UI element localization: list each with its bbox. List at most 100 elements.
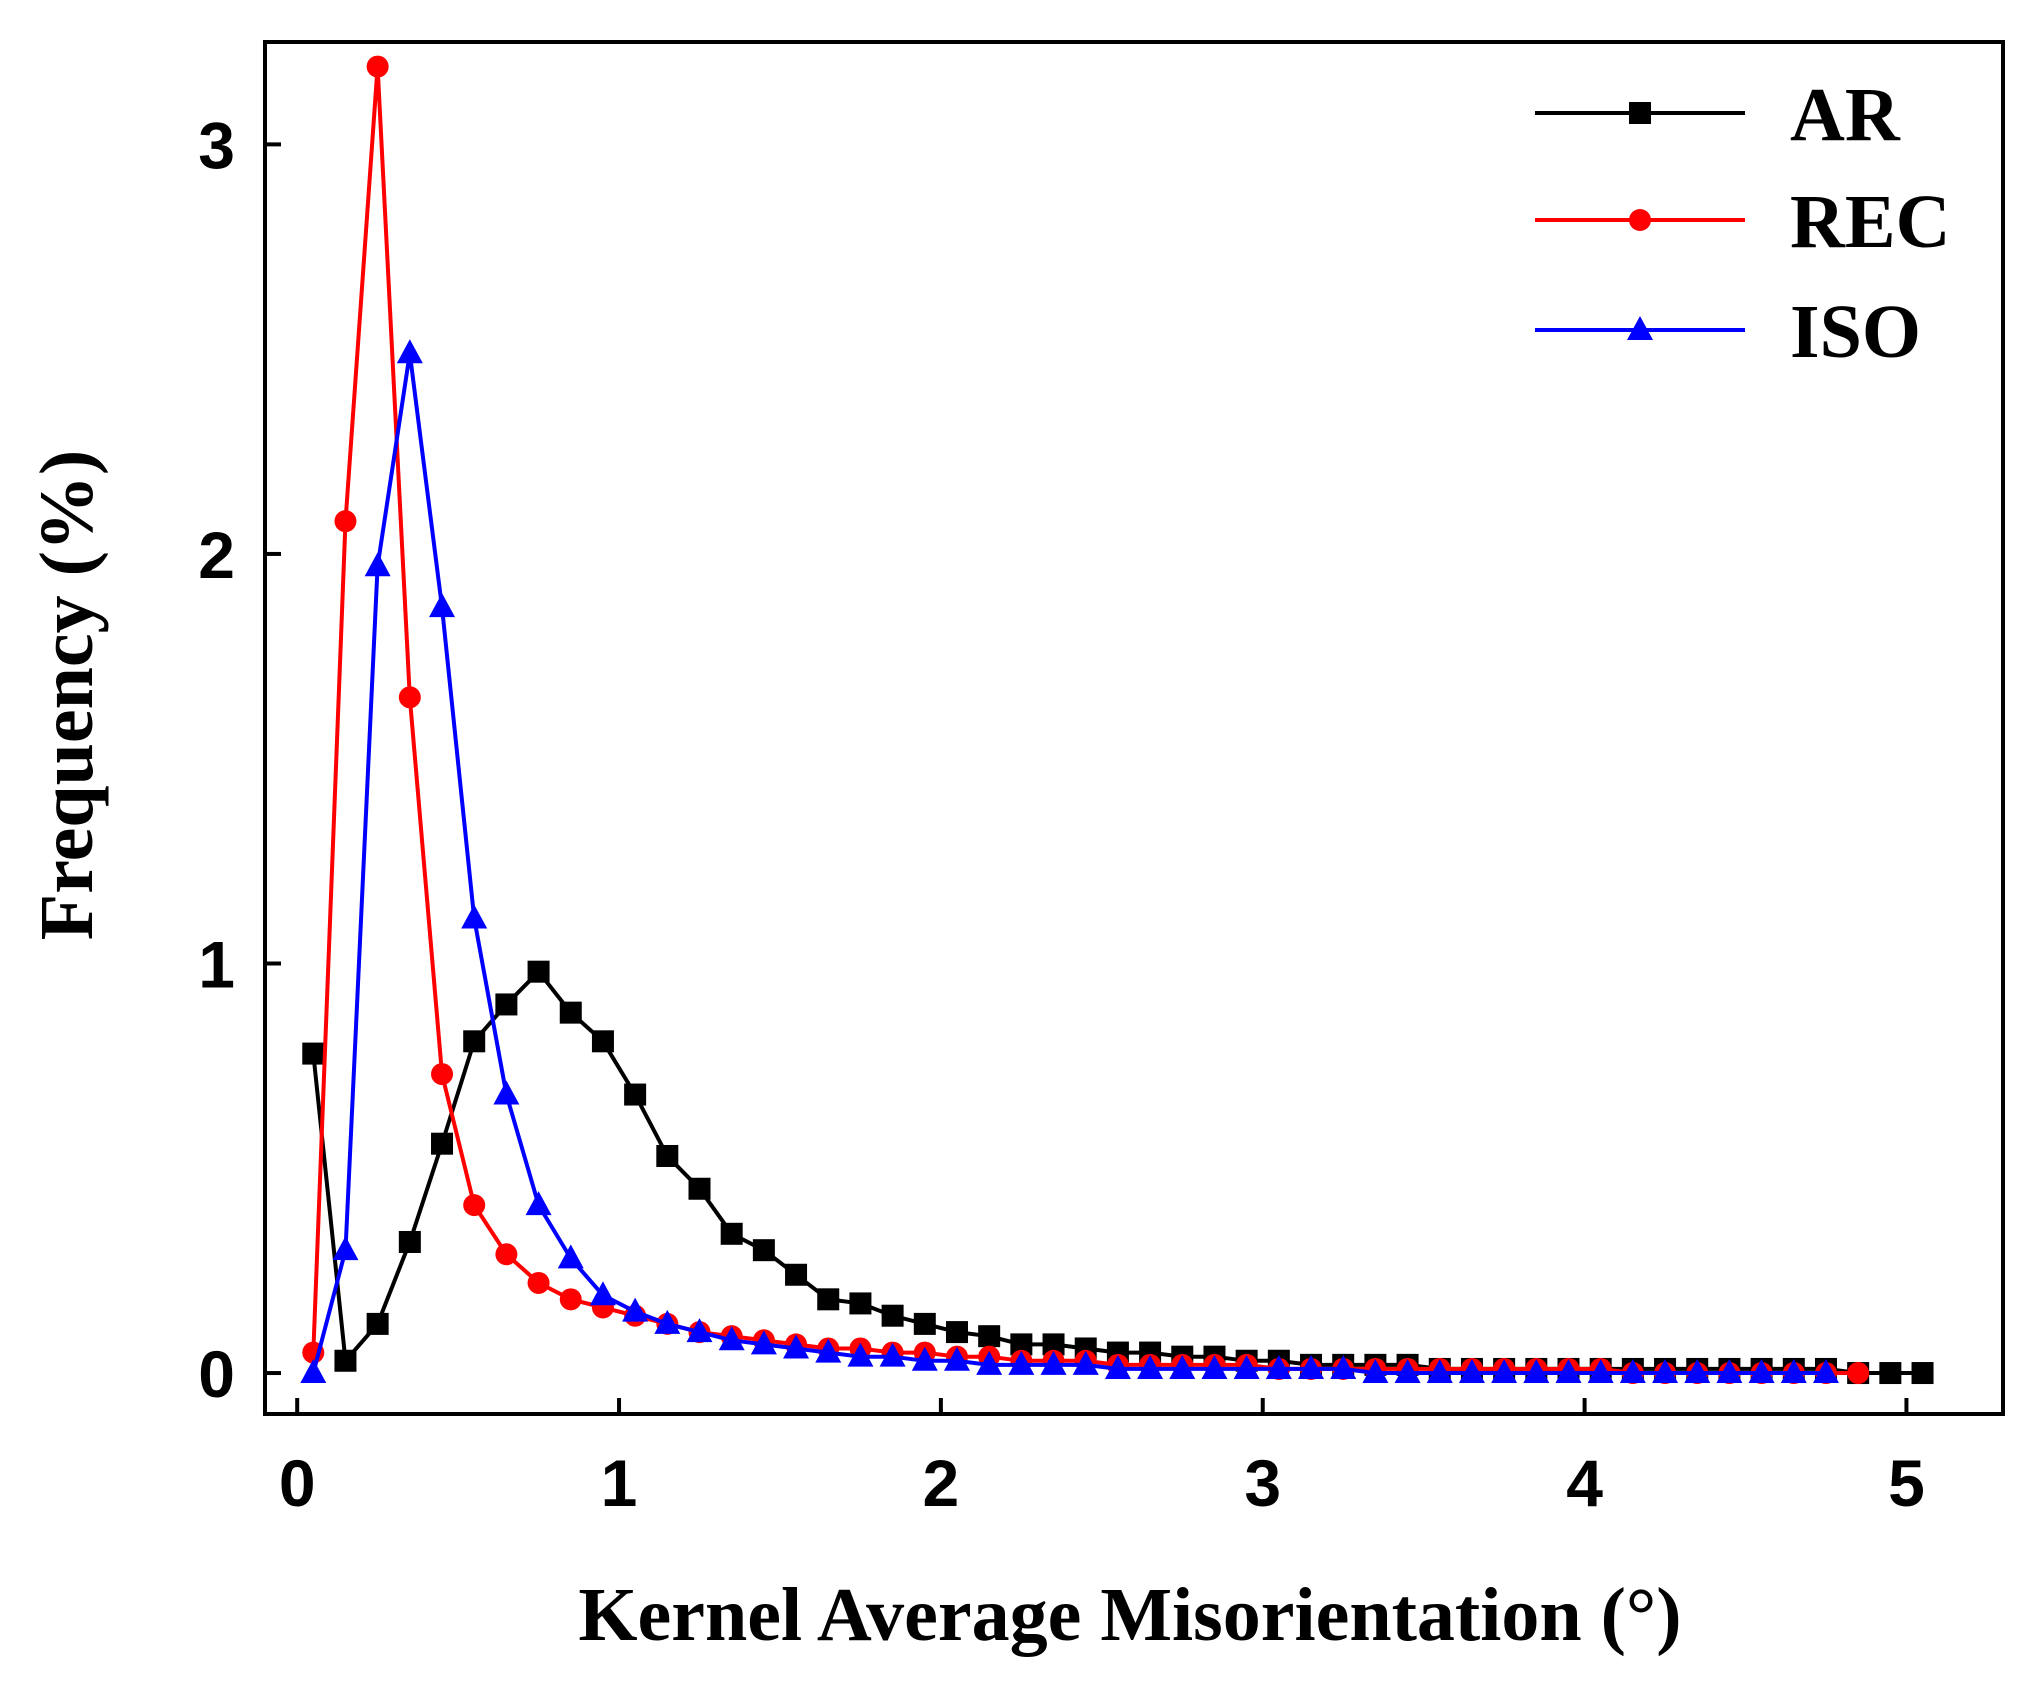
- data-point-ar-22: [1010, 1333, 1033, 1356]
- data-point-iso-47: [1812, 1359, 1839, 1384]
- data-point-iso-14: [750, 1330, 777, 1355]
- series-line-ar: [311, 969, 1923, 1375]
- data-point-ar-11: [656, 1144, 679, 1167]
- data-point-iso-18: [879, 1342, 906, 1367]
- data-point-iso-39: [1555, 1359, 1582, 1384]
- legend-label-ar: AR: [1790, 73, 1901, 157]
- data-point-iso-17: [847, 1342, 874, 1367]
- legend: AR REC ISO: [1535, 73, 1950, 374]
- data-point-iso-22: [1008, 1350, 1035, 1375]
- series-rec: [302, 55, 1870, 1385]
- data-point-iso-37: [1491, 1359, 1518, 1384]
- data-point-iso-38: [1523, 1359, 1550, 1384]
- data-point-iso-7: [525, 1191, 552, 1216]
- data-point-iso-40: [1587, 1359, 1614, 1384]
- x-tick-label-1: 1: [601, 1446, 638, 1520]
- data-point-iso-19: [911, 1346, 938, 1371]
- data-point-iso-36: [1458, 1359, 1485, 1384]
- data-point-iso-11: [654, 1309, 681, 1334]
- data-point-rec-7: [527, 1271, 550, 1294]
- data-point-iso-16: [815, 1338, 842, 1363]
- legend-label-iso: ISO: [1790, 290, 1921, 374]
- data-point-iso-24: [1072, 1350, 1099, 1375]
- x-tick-label-0: 0: [279, 1446, 316, 1520]
- data-point-iso-25: [1104, 1354, 1131, 1379]
- series-line-iso: [311, 351, 1826, 1375]
- data-point-iso-2: [364, 552, 391, 577]
- data-point-ar-3: [398, 1230, 421, 1253]
- data-point-rec-8: [559, 1288, 582, 1311]
- data-point-ar-20: [945, 1321, 968, 1344]
- data-point-iso-33: [1362, 1359, 1389, 1384]
- axis-ticks: 0 1 2 3 4 5 0 1 2 3: [198, 108, 1925, 1520]
- series-line-rec: [311, 64, 1859, 1375]
- data-point-rec-1: [334, 510, 357, 533]
- legend-item-ar: AR: [1535, 73, 1901, 157]
- data-point-ar-14: [752, 1239, 775, 1262]
- data-point-rec-5: [463, 1194, 486, 1217]
- data-point-iso-23: [1040, 1350, 1067, 1375]
- data-point-iso-10: [622, 1297, 649, 1322]
- data-point-ar-10: [624, 1083, 647, 1106]
- legend-item-rec: REC: [1535, 180, 1950, 264]
- data-point-iso-5: [461, 904, 488, 929]
- x-tick-label-5: 5: [1888, 1446, 1925, 1520]
- legend-label-rec: REC: [1790, 180, 1950, 264]
- plot-frame: [263, 40, 2005, 1416]
- data-point-iso-1: [332, 1236, 359, 1261]
- data-point-ar-21: [978, 1325, 1001, 1348]
- data-point-iso-9: [589, 1281, 616, 1306]
- data-point-iso-20: [943, 1346, 970, 1371]
- x-tick-label-3: 3: [1244, 1446, 1281, 1520]
- y-tick-label-3: 3: [198, 108, 235, 182]
- data-point-iso-28: [1201, 1354, 1228, 1379]
- data-point-iso-41: [1619, 1359, 1646, 1384]
- data-point-iso-29: [1233, 1354, 1260, 1379]
- data-point-ar-16: [817, 1288, 840, 1311]
- data-point-iso-3: [396, 339, 423, 364]
- data-point-iso-6: [493, 1080, 520, 1105]
- data-point-iso-0: [300, 1359, 327, 1384]
- data-point-rec-4: [431, 1063, 454, 1086]
- data-point-ar-15: [785, 1263, 808, 1286]
- data-point-iso-26: [1137, 1354, 1164, 1379]
- legend-marker-iso: [1627, 316, 1653, 340]
- data-point-iso-13: [718, 1326, 745, 1351]
- data-point-ar-49: [1879, 1362, 1902, 1385]
- legend-item-iso: ISO: [1535, 290, 1921, 374]
- y-tick-label-2: 2: [198, 518, 235, 592]
- data-point-ar-5: [463, 1030, 486, 1053]
- data-point-iso-31: [1298, 1354, 1325, 1379]
- data-point-ar-17: [849, 1292, 872, 1315]
- data-point-iso-45: [1748, 1359, 1775, 1384]
- data-point-ar-2: [366, 1312, 389, 1335]
- x-tick-label-2: 2: [923, 1446, 960, 1520]
- data-point-iso-15: [783, 1334, 810, 1359]
- series-iso: [300, 339, 1839, 1384]
- data-point-ar-0: [302, 1042, 325, 1065]
- data-point-ar-6: [495, 993, 518, 1016]
- data-point-iso-34: [1394, 1359, 1421, 1384]
- data-point-iso-8: [557, 1244, 584, 1269]
- data-point-ar-50: [1911, 1362, 1934, 1385]
- data-point-ar-19: [913, 1312, 936, 1335]
- y-axis-title: Frequency (%): [25, 450, 109, 940]
- series-layer: [300, 55, 1934, 1385]
- data-point-iso-44: [1716, 1359, 1743, 1384]
- legend-marker-ar: [1629, 102, 1651, 124]
- data-point-iso-12: [686, 1318, 713, 1343]
- data-point-iso-21: [976, 1350, 1003, 1375]
- data-point-iso-43: [1684, 1359, 1711, 1384]
- y-tick-label-1: 1: [198, 927, 235, 1001]
- data-point-ar-9: [591, 1030, 614, 1053]
- data-point-iso-4: [429, 593, 456, 618]
- data-point-ar-8: [559, 1001, 582, 1024]
- legend-marker-rec: [1629, 209, 1651, 231]
- data-point-ar-13: [720, 1222, 743, 1245]
- data-point-iso-42: [1652, 1359, 1679, 1384]
- data-point-ar-23: [1042, 1333, 1065, 1356]
- data-point-ar-7: [527, 960, 550, 983]
- data-point-rec-6: [495, 1243, 518, 1266]
